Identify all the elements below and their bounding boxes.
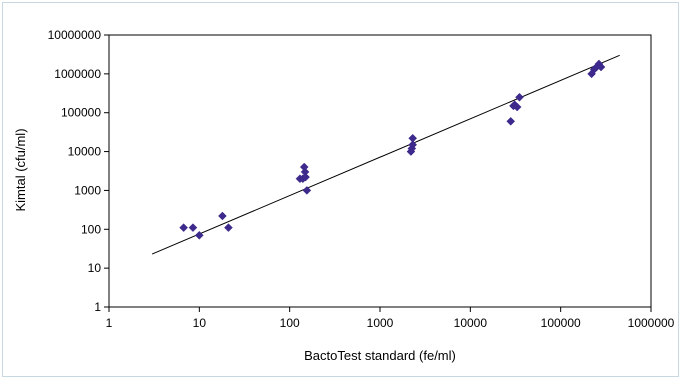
trendline	[151, 54, 620, 255]
data-point	[408, 133, 418, 143]
x-tick-label: 100000	[541, 316, 581, 330]
axes: 1 10 100 1000 10000 100000 1000000 1 10 100 1000 10…	[48, 28, 675, 330]
y-tick-label: 100	[81, 222, 101, 236]
x-tick-label: 1000	[367, 316, 394, 330]
data-point	[302, 186, 312, 195]
data-point	[408, 140, 418, 150]
data-point	[224, 223, 233, 233]
x-tick-label: 100	[280, 316, 300, 330]
data-point	[188, 223, 198, 233]
data-point	[515, 92, 524, 102]
x-tick-label: 1000000	[628, 316, 675, 330]
points-layer	[179, 59, 606, 240]
y-tick-label: 10000	[68, 145, 102, 159]
y-tick-label: 1000000	[54, 67, 101, 81]
chart-frame	[2, 2, 679, 377]
plot-area	[108, 34, 652, 308]
y-axis-title: Kimtal (cfu/ml)	[13, 128, 28, 211]
y-tick-label: 10000000	[48, 28, 102, 42]
y-tick-label: 1	[94, 300, 101, 314]
data-point	[179, 223, 188, 233]
x-tick-label: 1	[106, 316, 113, 330]
y-tick-label: 1000	[74, 183, 101, 197]
data-point	[506, 116, 516, 126]
y-tick-label: 10	[88, 261, 102, 275]
data-point	[596, 62, 606, 72]
data-point	[512, 102, 522, 112]
y-tick-label: 100000	[61, 106, 101, 120]
x-tick-label: 10000	[454, 316, 488, 330]
trendline-layer	[151, 54, 620, 255]
data-point	[218, 211, 227, 221]
data-point	[194, 230, 204, 240]
x-tick-label: 10	[193, 316, 207, 330]
data-point	[301, 172, 310, 182]
x-axis-title: BactoTest standard (fe/ml)	[304, 348, 456, 363]
